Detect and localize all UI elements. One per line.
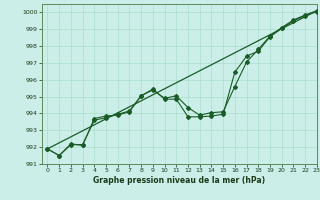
X-axis label: Graphe pression niveau de la mer (hPa): Graphe pression niveau de la mer (hPa) xyxy=(93,176,265,185)
